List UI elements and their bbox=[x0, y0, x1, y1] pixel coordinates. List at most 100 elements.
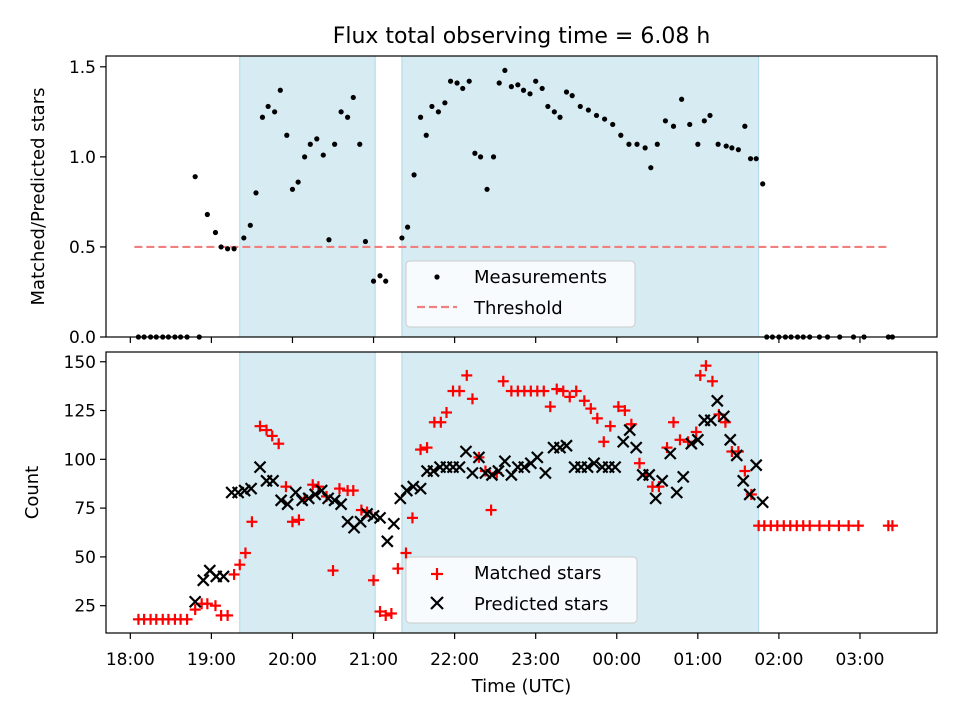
x-tick-label: 01:00 bbox=[673, 650, 722, 670]
measurement-point bbox=[515, 82, 521, 88]
measurement-point bbox=[231, 246, 237, 252]
legend-predicted-marker bbox=[430, 596, 444, 610]
top-x-ticks bbox=[129, 337, 861, 343]
legend-threshold-label: Threshold bbox=[473, 298, 563, 319]
measurement-point bbox=[577, 103, 583, 110]
predicted-star-point bbox=[485, 468, 499, 482]
predicted-star-point bbox=[244, 482, 258, 495]
predicted-star-point bbox=[217, 570, 230, 583]
bottom-panel: 25 50 75 100 125 150 18:00 19:00 20:00 21:00 22:0… bbox=[22, 351, 938, 697]
matched-star-point bbox=[189, 604, 201, 616]
measurement-point bbox=[218, 244, 224, 250]
x-tick-label: 21:00 bbox=[349, 650, 398, 670]
predicted-star-point bbox=[518, 460, 531, 474]
measurement-point bbox=[747, 156, 754, 162]
measurement-point bbox=[265, 103, 271, 110]
measurement-point bbox=[701, 118, 707, 124]
measurement-point bbox=[707, 112, 713, 119]
predicted-star-stroke-b bbox=[756, 495, 769, 509]
top-panel: 0.0 0.5 1.0 1.5 Matched/Predicted stars Mea… bbox=[28, 55, 938, 348]
measurement-point bbox=[204, 211, 210, 218]
x-tick-label: 20:00 bbox=[268, 650, 317, 670]
matched-star-point bbox=[668, 416, 680, 428]
predicted-star-point bbox=[539, 466, 552, 480]
measurement-point bbox=[654, 141, 660, 147]
predicted-star-stroke-b bbox=[676, 470, 690, 484]
predicted-star-point bbox=[406, 480, 420, 493]
predicted-star-point bbox=[472, 451, 486, 464]
matched-star-point bbox=[585, 403, 597, 415]
matched-star-point bbox=[209, 600, 221, 612]
predicted-star-stroke-b bbox=[466, 466, 479, 480]
matched-star-point bbox=[246, 516, 258, 528]
predicted-star-stroke-b bbox=[308, 488, 322, 501]
bottom-y-tick-label: 25 bbox=[74, 597, 96, 617]
matched-star-point bbox=[706, 375, 718, 387]
predicted-star-stroke-b bbox=[360, 507, 374, 521]
measurement-point bbox=[502, 67, 508, 74]
measurement-point bbox=[557, 114, 563, 120]
predicted-star-stroke-b bbox=[479, 466, 492, 480]
matched-star-point bbox=[570, 385, 582, 397]
predicted-star-point bbox=[749, 458, 763, 472]
matched-star-point bbox=[228, 568, 240, 580]
predicted-star-point bbox=[655, 474, 669, 488]
predicted-star-stroke-b bbox=[711, 394, 724, 408]
predicted-star-stroke-b bbox=[341, 515, 354, 529]
measurement-point bbox=[466, 78, 472, 84]
bottom-x-ticks: 18:00 19:00 20:00 21:00 22:00 23:00 00:00 01:00… bbox=[106, 633, 884, 670]
predicted-star-point bbox=[274, 494, 288, 507]
predicted-star-point bbox=[387, 517, 401, 531]
legend-matched-marker bbox=[431, 568, 443, 580]
x-tick-label: 02:00 bbox=[754, 650, 803, 670]
bottom-axes-frame bbox=[105, 351, 938, 634]
predicted-star-stroke-b bbox=[587, 456, 601, 470]
matched-star-point bbox=[598, 436, 610, 448]
predicted-star-point bbox=[704, 414, 718, 427]
predicted-star-point bbox=[328, 494, 341, 507]
predicted-star-point bbox=[608, 460, 622, 474]
measurement-point bbox=[569, 93, 575, 99]
predicted-star-point bbox=[587, 456, 601, 470]
predicted-star-point bbox=[670, 486, 684, 499]
measurement-point bbox=[284, 132, 290, 138]
predicted-star-stroke-b bbox=[289, 486, 302, 499]
matched-star-point bbox=[633, 457, 645, 469]
bottom-legend: Matched stars Predicted stars bbox=[405, 556, 638, 624]
predicted-star-stroke-b bbox=[485, 468, 499, 482]
matched-star-point bbox=[619, 405, 631, 417]
measurement-point bbox=[241, 235, 247, 241]
predicted-star-stroke-b bbox=[560, 439, 573, 452]
matched-star-point bbox=[843, 520, 855, 532]
matched-star-point bbox=[435, 416, 447, 428]
measurement-point bbox=[670, 123, 677, 129]
predicted-star-point bbox=[642, 468, 656, 482]
measurement-point bbox=[429, 103, 435, 110]
measurement-point bbox=[295, 179, 301, 185]
matched-star-point bbox=[380, 609, 392, 621]
predicted-star-point bbox=[711, 394, 724, 408]
matched-star-point bbox=[234, 559, 246, 571]
top-y-tick-label: 0.0 bbox=[69, 328, 96, 348]
predicted-star-point bbox=[253, 460, 267, 474]
matched-star-point bbox=[273, 438, 285, 450]
predicted-star-stroke-b bbox=[723, 433, 737, 447]
legend-measurements-marker bbox=[434, 274, 440, 280]
matched-star-point bbox=[690, 426, 702, 438]
predicted-star-stroke-b bbox=[655, 474, 669, 488]
x-tick-label: 03:00 bbox=[835, 650, 884, 670]
top-axes-frame bbox=[105, 55, 938, 338]
matched-star-point bbox=[804, 520, 816, 532]
bottom-y-tick-label: 100 bbox=[64, 450, 96, 470]
x-tick-label: 19:00 bbox=[187, 650, 236, 670]
predicted-star-point bbox=[498, 454, 512, 468]
x-tick-label: 00:00 bbox=[592, 650, 641, 670]
matched-star-point bbox=[374, 606, 386, 618]
predicted-star-stroke-b bbox=[281, 497, 294, 511]
measurement-point bbox=[484, 186, 490, 192]
predicted-star-stroke-b bbox=[492, 464, 505, 478]
measurement-point bbox=[545, 103, 551, 110]
x-tick-label: 22:00 bbox=[430, 650, 479, 670]
predicted-star-stroke-b bbox=[400, 484, 414, 497]
